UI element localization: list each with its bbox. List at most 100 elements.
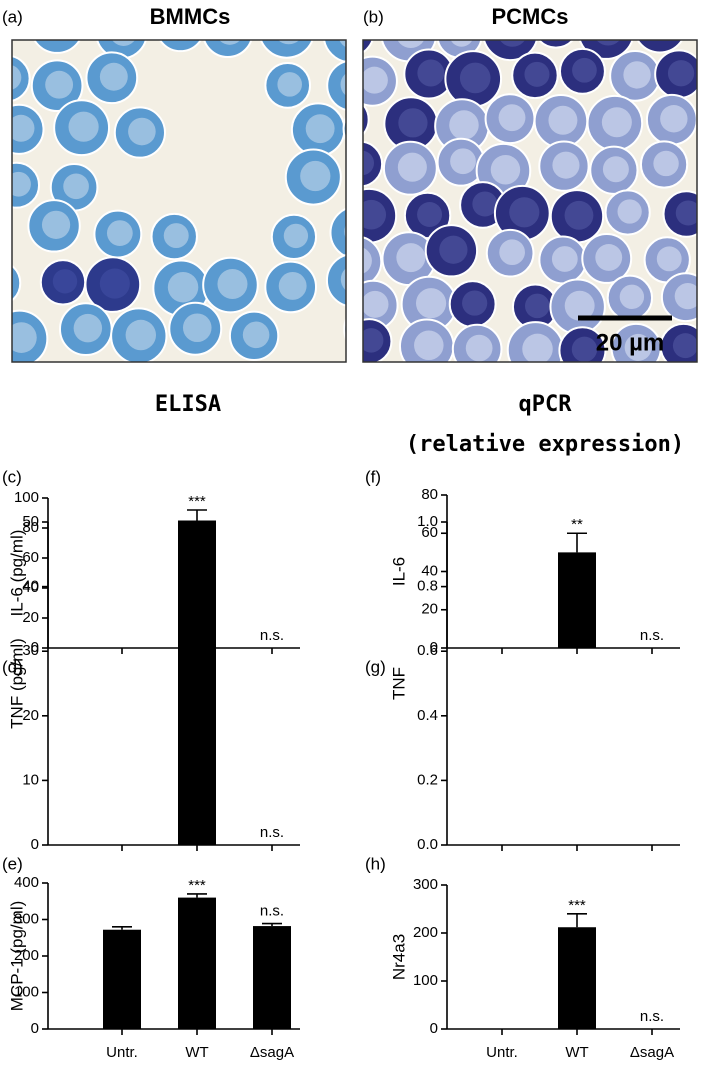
cell-center xyxy=(660,105,688,133)
cell-center xyxy=(128,117,156,146)
significance-label: *** xyxy=(188,493,206,510)
x-tick-label: Untr. xyxy=(106,1044,138,1061)
significance-label: ** xyxy=(571,516,583,533)
cell-center xyxy=(73,313,103,343)
cell-center xyxy=(397,40,425,48)
x-tick-label: ΔsagA xyxy=(250,1044,294,1061)
y-tick-label: 80 xyxy=(421,486,438,503)
y-tick-label: 20 xyxy=(22,707,39,724)
cell-center xyxy=(52,269,78,294)
cell-center xyxy=(498,104,526,132)
cells xyxy=(363,40,697,362)
cell-center xyxy=(596,40,620,46)
y-axis-label: Nr4a3 xyxy=(389,934,408,980)
x-tick-label: WT xyxy=(185,1044,208,1061)
y-axis-label: IL-6 xyxy=(389,557,408,586)
section-title: qPCR xyxy=(519,392,573,417)
cell-center xyxy=(564,290,595,321)
cell-center xyxy=(167,271,199,303)
cell xyxy=(363,236,383,287)
y-tick-label: 10 xyxy=(22,771,39,788)
cell-center xyxy=(283,223,309,249)
y-tick-label: 100 xyxy=(413,972,438,989)
section-subtitle: (relative expression) xyxy=(406,432,684,457)
cell-center xyxy=(63,173,89,200)
cell xyxy=(325,253,346,307)
cell-center xyxy=(415,288,447,319)
cell-center xyxy=(182,313,212,343)
y-tick-label: 0 xyxy=(430,639,438,656)
cell-center xyxy=(217,269,248,300)
cell-center xyxy=(125,319,157,351)
cell-center xyxy=(674,282,697,310)
cell xyxy=(96,40,147,60)
y-tick-label: 0 xyxy=(430,1020,438,1037)
y-tick-label: 20 xyxy=(421,601,438,618)
cell-center xyxy=(675,200,697,226)
cell-center xyxy=(12,171,31,197)
cell-center xyxy=(12,65,22,90)
cell-center xyxy=(450,148,476,175)
x-tick-label: ΔsagA xyxy=(630,1044,674,1061)
panel-label: (g) xyxy=(365,657,386,676)
y-tick-label: 400 xyxy=(14,874,39,891)
cell xyxy=(323,40,346,63)
x-tick-label: Untr. xyxy=(486,1044,518,1061)
y-tick-label: 30 xyxy=(22,642,39,659)
significance-label: n.s. xyxy=(260,627,284,644)
image-title: BMMCs xyxy=(150,4,231,29)
panel-label: (b) xyxy=(363,7,384,26)
y-tick-label: 20 xyxy=(22,609,39,626)
y-axis-label: MCP-1 (pg/ml) xyxy=(7,901,26,1012)
bar xyxy=(178,897,216,1029)
cell xyxy=(326,60,346,111)
cell-center xyxy=(363,290,389,318)
cell-center xyxy=(45,70,74,99)
y-tick-label: 200 xyxy=(14,947,39,964)
cell-center xyxy=(653,150,679,177)
y-tick-label: 0.6 xyxy=(417,642,438,659)
cell-center xyxy=(623,61,651,89)
cell-center xyxy=(12,279,13,285)
cell-center xyxy=(572,57,597,83)
image-title: PCMCs xyxy=(491,4,568,29)
cell-center xyxy=(462,290,488,316)
cell-center xyxy=(449,110,479,140)
cell-center xyxy=(397,152,427,182)
cell-center xyxy=(509,197,540,228)
cell-center xyxy=(340,268,346,291)
cell-center xyxy=(339,40,346,48)
cell-center xyxy=(564,200,594,230)
cell-center xyxy=(656,246,682,272)
cell-center xyxy=(219,40,241,45)
panel-label: (h) xyxy=(365,854,386,873)
y-tick-label: 60 xyxy=(421,524,438,541)
cell-center xyxy=(340,73,346,96)
cell-center xyxy=(41,210,71,239)
y-tick-label: 300 xyxy=(14,910,39,927)
cell-center xyxy=(624,333,652,361)
cell-center xyxy=(472,191,498,217)
y-tick-label: 50 xyxy=(22,513,39,530)
cell-center xyxy=(417,59,445,87)
y-tick-label: 300 xyxy=(413,876,438,893)
cell-center xyxy=(99,268,130,299)
y-tick-label: 100 xyxy=(14,983,39,1000)
y-tick-label: 40 xyxy=(22,579,39,596)
y-axis-label: TNF xyxy=(389,667,408,700)
y-tick-label: 0.4 xyxy=(417,707,438,724)
cell-center xyxy=(396,243,426,273)
y-tick-label: 100 xyxy=(14,489,39,506)
cell-center xyxy=(522,333,553,362)
y-axis-label: TNF (pg/ml) xyxy=(7,638,26,729)
cell-center xyxy=(602,156,629,183)
bar xyxy=(178,631,216,845)
significance-label: n.s. xyxy=(260,824,284,841)
cell xyxy=(636,40,684,54)
panel-label: (a) xyxy=(2,7,23,26)
bar xyxy=(558,927,596,1029)
y-tick-label: 0 xyxy=(31,1020,39,1037)
cell-center xyxy=(278,40,300,45)
significance-label: *** xyxy=(568,897,586,914)
y-tick-label: 60 xyxy=(22,549,39,566)
